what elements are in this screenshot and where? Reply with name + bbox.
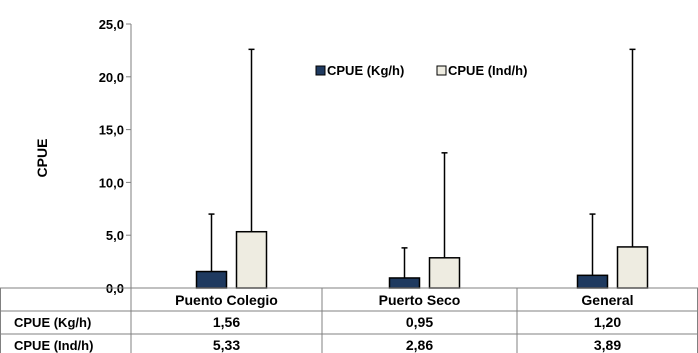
bar [576,274,609,289]
bars [195,48,649,289]
legend-swatch [436,65,447,76]
y-axis-label: CPUE [34,139,50,178]
category-label: Puento Colegio [175,292,278,308]
legend-label: CPUE (Kg/h) [327,63,404,78]
legend: CPUE (Kg/h) CPUE (Ind/h) [315,63,527,78]
table-row-label: CPUE (Ind/h) [14,338,93,353]
y-tick-label: 10,0 [99,175,124,190]
table-cell: 5,33 [213,337,240,353]
table-row-label: CPUE (Kg/h) [14,315,91,330]
y-tick-label: 20,0 [99,70,124,85]
table-cell: 1,20 [594,314,621,330]
table-cell: 2,86 [406,337,433,353]
data-table: Puento Colegio Puerto Seco General CPUE (Kg… [0,287,698,353]
bar [195,270,228,289]
bar [235,230,268,289]
bar [388,277,421,289]
legend-swatch [315,65,326,76]
table-cell: 1,56 [213,314,240,330]
y-tick-label: 5,0 [106,228,124,243]
table-cell: 0,95 [406,314,433,330]
y-tick-label: 25,0 [99,17,124,32]
category-label: General [581,292,633,308]
table-cell: 3,89 [594,337,621,353]
legend-label: CPUE (Ind/h) [448,63,527,78]
bar [616,246,649,289]
bar [428,257,461,289]
y-tick-label: 15,0 [99,123,124,138]
category-label: Puerto Seco [379,292,461,308]
y-axis: 0,05,010,015,020,025,0 [99,17,132,296]
